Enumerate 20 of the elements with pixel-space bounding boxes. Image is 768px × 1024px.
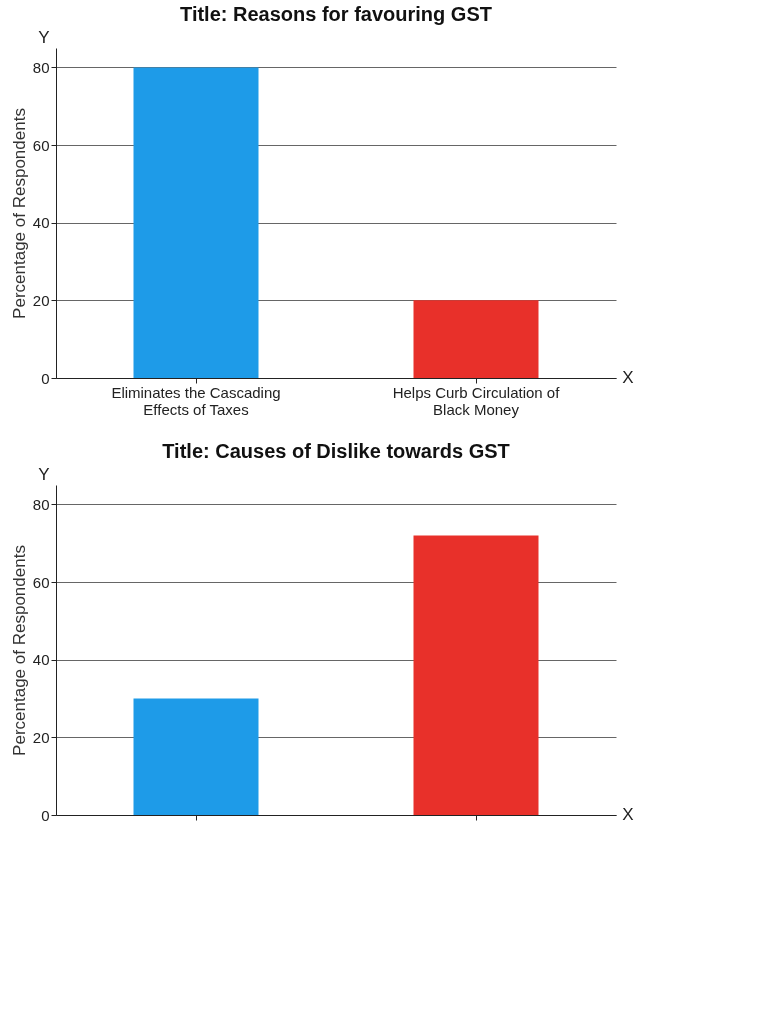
x-tick-label: Helps Curb Circulation of Black Money [392,383,561,418]
y-tick-label: 0 [41,369,50,387]
text: X [622,368,634,387]
text: Y [38,465,50,484]
y-tick-label: 60 [32,573,50,591]
x-tick-label: Eliminates the Cascading Effects of Taxes [111,383,281,418]
text: X [622,805,634,824]
y-tick-label: 20 [32,728,50,746]
text: Y [38,28,50,47]
chart-title: Title: Reasons for favouring GST [180,3,492,25]
y-tick-label: 40 [32,214,50,232]
y-tick-label: 40 [32,651,50,669]
y-tick-label: 80 [32,495,50,513]
y-tick-label: 0 [41,806,50,824]
y-axis-title: Percentage of Respondents [9,545,29,756]
y-tick-label: 80 [32,58,50,76]
y-tick-label: 20 [32,291,50,309]
y-tick-label: 60 [32,136,50,154]
y-axis-title: Percentage of Respondents [9,108,29,319]
chart-title: Title: Causes of Dislike towards GST [162,440,510,462]
